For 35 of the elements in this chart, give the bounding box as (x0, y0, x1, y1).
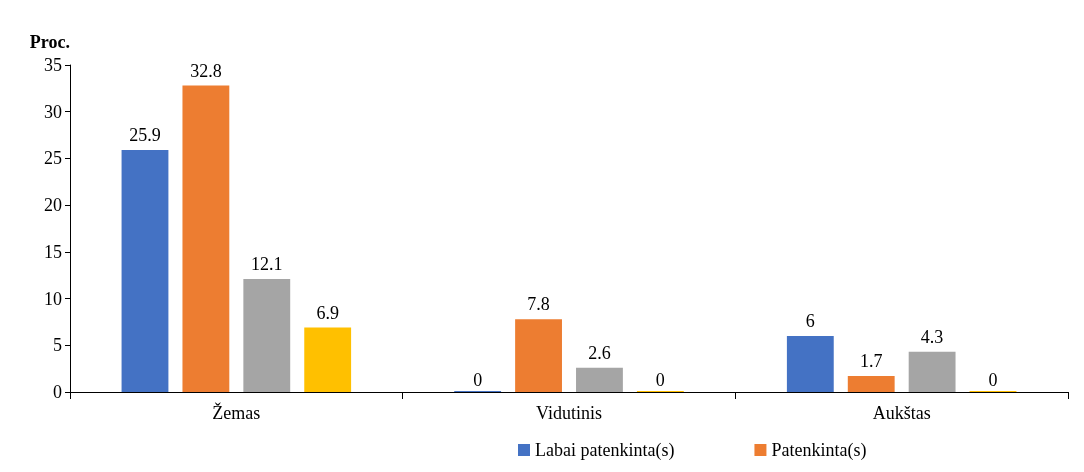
y-axis-title: Proc. (29, 32, 70, 52)
bar (786, 335, 834, 392)
data-label: 4.3 (920, 326, 944, 347)
data-label: 6 (805, 310, 815, 331)
x-tick-label: Vidutinis (536, 403, 602, 423)
y-tick-label: 35 (44, 55, 62, 75)
y-tick-label: 10 (44, 288, 62, 309)
bar (847, 376, 895, 392)
y-tick-label: 5 (53, 335, 62, 356)
data-label: 12.1 (251, 253, 283, 274)
data-label: 2.6 (588, 342, 611, 363)
y-tick-label: 15 (44, 241, 62, 262)
legend-label: Patenkinta(s) (771, 440, 867, 461)
bar (908, 351, 956, 392)
data-label: 7.8 (527, 294, 550, 315)
y-tick-label: 20 (44, 195, 62, 216)
data-label: 32.8 (190, 60, 222, 81)
y-tick-label: 25 (44, 148, 62, 169)
bar (576, 367, 623, 392)
data-label: 0 (655, 370, 665, 390)
bar (304, 327, 352, 392)
y-tick-label: 30 (44, 101, 62, 122)
data-label: 0 (988, 370, 998, 390)
data-label: 25.9 (129, 125, 161, 146)
bar (121, 150, 169, 392)
y-tick-label: 0 (53, 382, 62, 402)
x-tick-label: Aukštas (872, 403, 931, 423)
x-tick-label: Žemas (212, 402, 261, 423)
data-label: 0 (473, 370, 483, 390)
bar (243, 278, 291, 392)
data-label: 6.9 (316, 302, 339, 323)
legend-label: Labai patenkinta(s) (535, 440, 675, 461)
data-label: 1.7 (859, 351, 883, 372)
bar (515, 319, 562, 392)
bar (182, 85, 230, 392)
